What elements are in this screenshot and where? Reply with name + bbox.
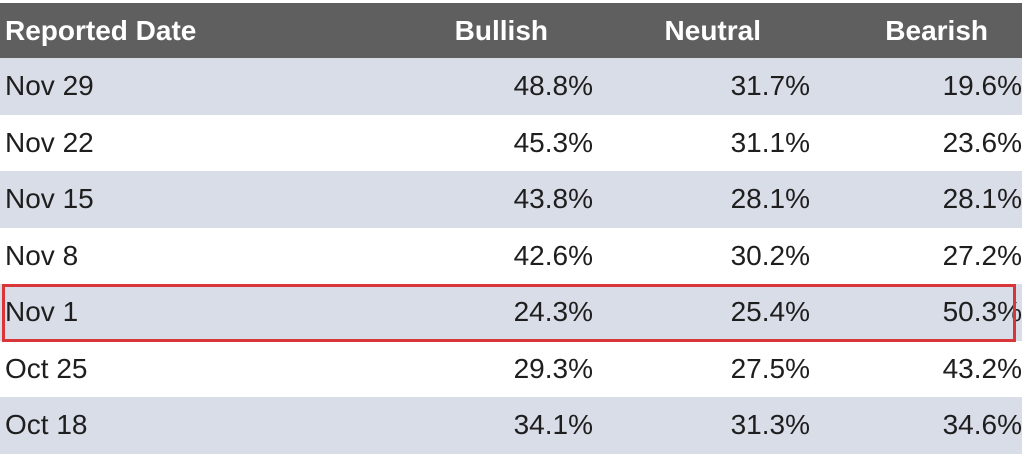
cell-bullish: 43.8%	[513, 183, 593, 215]
table-row: Nov 8 42.6% 30.2% 27.2%	[0, 227, 1022, 284]
sentiment-table: Reported Date Bullish Neutral Bearish No…	[0, 3, 1022, 454]
table-header: Reported Date Bullish Neutral Bearish	[0, 3, 1022, 58]
cell-date: Nov 1	[5, 296, 79, 328]
table-row: Oct 25 29.3% 27.5% 43.2%	[0, 340, 1022, 397]
cell-bullish: 34.1%	[513, 409, 593, 441]
table-row-highlighted: Nov 1 24.3% 25.4% 50.3%	[0, 284, 1022, 341]
cell-bearish: 43.2%	[942, 352, 1022, 384]
table-row: Nov 22 45.3% 31.1% 23.6%	[0, 114, 1022, 171]
cell-bullish: 48.8%	[513, 70, 593, 102]
cell-neutral: 30.2%	[730, 239, 810, 271]
cell-date: Nov 29	[5, 70, 94, 102]
cell-neutral: 31.7%	[730, 70, 810, 102]
cell-bearish: 27.2%	[942, 239, 1022, 271]
cell-bullish: 42.6%	[513, 239, 593, 271]
cell-bearish: 28.1%	[942, 183, 1022, 215]
cell-neutral: 25.4%	[730, 296, 810, 328]
cell-date: Nov 8	[5, 239, 79, 271]
cell-bullish: 29.3%	[513, 352, 593, 384]
cell-date: Oct 25	[5, 352, 88, 384]
cell-neutral: 27.5%	[730, 352, 810, 384]
header-bearish: Bearish	[885, 14, 988, 46]
cell-bearish: 23.6%	[942, 126, 1022, 158]
header-bullish: Bullish	[454, 14, 548, 46]
cell-neutral: 28.1%	[730, 183, 810, 215]
table-row: Nov 29 48.8% 31.7% 19.6%	[0, 58, 1022, 115]
cell-bearish: 19.6%	[942, 70, 1022, 102]
cell-date: Nov 15	[5, 183, 94, 215]
cell-neutral: 31.1%	[730, 126, 810, 158]
cell-bearish: 34.6%	[942, 409, 1022, 441]
cell-date: Oct 18	[5, 409, 88, 441]
cell-bullish: 45.3%	[513, 126, 593, 158]
cell-bearish: 50.3%	[942, 296, 1022, 328]
header-reported-date: Reported Date	[5, 14, 197, 46]
header-neutral: Neutral	[664, 14, 761, 46]
cell-bullish: 24.3%	[513, 296, 593, 328]
cell-date: Nov 22	[5, 126, 94, 158]
table-row: Oct 18 34.1% 31.3% 34.6%	[0, 397, 1022, 454]
table-row: Nov 15 43.8% 28.1% 28.1%	[0, 171, 1022, 228]
cell-neutral: 31.3%	[730, 409, 810, 441]
